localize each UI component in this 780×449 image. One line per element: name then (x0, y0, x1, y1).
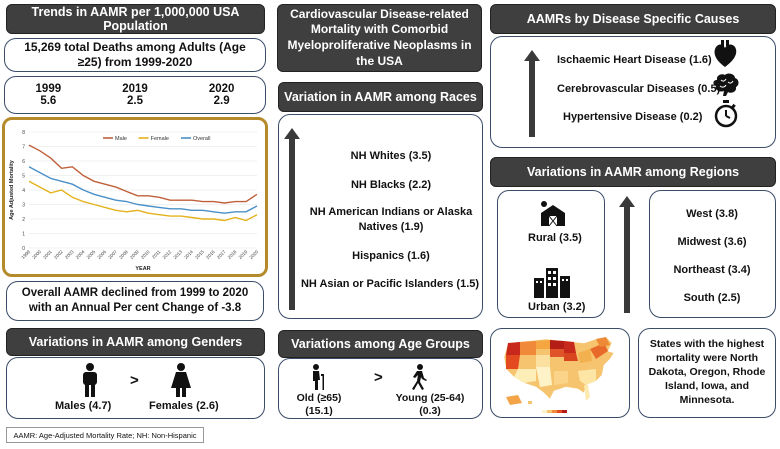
rural-label: Rural (3.5) (528, 232, 582, 244)
regions-list-box: West (3.8) Midwest (3.6) Northeast (3.4)… (649, 190, 776, 318)
race-item-4: Hispanics (1.6) (352, 250, 430, 262)
deaths-box: 15,269 total Deaths among Adults (Age ≥2… (4, 38, 266, 72)
regions-arrow (619, 196, 635, 313)
gender-gt: > (130, 372, 139, 389)
chart-legend-label: Female (151, 136, 169, 142)
chart-ytick-label: 4 (22, 188, 25, 194)
chart-xtick-label: 2010 (140, 249, 151, 260)
regions-title: Variations in AAMR among Regions (490, 157, 776, 187)
race-item-2: NH Blacks (2.2) (350, 179, 432, 191)
female-icon (171, 363, 191, 397)
chart-frame: 0 1 2 3 4 5 6 7 8 1999 2000 2001 2002 2003 2004 2005 200… (2, 117, 268, 277)
main-title: Cardiovascular Disease-related Mortality… (277, 4, 482, 72)
region-northeast: Northeast (3.4) (673, 264, 751, 276)
chart-legend-label: Male (115, 136, 127, 142)
year-2019: 2019 2.5 (122, 83, 148, 107)
heart-icon (714, 40, 737, 67)
chart-xtick-label: 2018 (227, 249, 238, 260)
urban-label: Urban (3.2) (528, 301, 586, 313)
year-2020: 2020 2.9 (208, 83, 235, 107)
chart-ytick-label: 0 (22, 246, 25, 252)
cause-item-2: Cerebrovascular Diseases (0.5) (557, 83, 721, 95)
elderly-person-icon (313, 364, 324, 390)
chart-xtick-label: 2011 (151, 249, 162, 260)
causes-arrow (524, 50, 540, 137)
chart-xtick-label: 2017 (216, 249, 227, 260)
chart-ytick-label: 2 (22, 217, 25, 223)
deaths-text: 15,269 total Deaths among Adults (Age ≥2… (24, 40, 246, 69)
race-item-3: NH American Indians or Alaska Natives (1… (309, 206, 473, 233)
map-box (490, 328, 630, 418)
male-icon (83, 363, 97, 397)
region-south: South (2.5) (683, 292, 741, 304)
chart-xtick-label: 2009 (129, 249, 140, 260)
chart-series-line-male (28, 144, 258, 204)
stopwatch-icon (714, 100, 738, 128)
chart-xtick-label: 2008 (118, 249, 129, 260)
chart-series-line-overall (28, 166, 258, 214)
chart-ytick-label: 7 (22, 145, 25, 151)
city-buildings-icon (534, 268, 570, 298)
chart-ytick-label: 6 (22, 159, 25, 165)
states-box: States with the highest mortality were N… (638, 328, 776, 418)
summary-text: Overall AAMR declined from 1999 to 2020 … (21, 287, 249, 314)
us-mortality-map (503, 336, 614, 413)
chart-series-line-female (28, 180, 258, 222)
farm-barn-icon (541, 201, 565, 227)
chart-xtick-label: 2015 (194, 249, 205, 260)
year-1999: 1999 5.6 (35, 83, 62, 107)
years-box: 1999 5.6 2019 2.5 2020 2.9 (4, 76, 266, 114)
chart-ytick-label: 8 (22, 130, 25, 136)
chart-ytick-label: 3 (22, 203, 25, 209)
chart-xtick-label: 2020 (248, 249, 259, 260)
cause-item-1: Ischaemic Heart Disease (1.6) (557, 54, 712, 66)
urban-rural-box: Rural (3.5) Urban (3.2) (497, 190, 605, 318)
chart-xtick-label: 1999 (20, 249, 31, 260)
causes-box: Ischaemic Heart Disease (1.6) Cerebrovas… (490, 36, 776, 148)
races-box: NH Whites (3.5) NH Blacks (2.2) NH Ameri… (278, 114, 483, 319)
chart-xtick-label: 2004 (75, 249, 86, 260)
states-text: States with the highest mortality were N… (648, 338, 766, 406)
female-label: Females (2.6) (149, 400, 219, 412)
summary-box: Overall AAMR declined from 1999 to 2020 … (6, 281, 264, 321)
race-item-5: NH Asian or Pacific Islanders (1.5) (300, 278, 480, 290)
age-title: Variations among Age Groups (278, 330, 483, 358)
chart-xtick-label: 2013 (172, 249, 183, 260)
chart-ytick-label: 5 (22, 174, 25, 180)
chart-ylabel: Age Adjusted Mortality (9, 159, 15, 220)
races-arrow (284, 128, 300, 310)
chart-xtick-label: 2002 (53, 249, 64, 260)
chart-xtick-label: 2019 (238, 249, 249, 260)
genders-title: Variations in AAMR among Genders (6, 328, 265, 356)
trends-title: Trends in AAMR per 1,000,000 USA Populat… (6, 4, 265, 34)
chart-xtick-label: 2001 (42, 249, 53, 260)
chart-xtick-label: 2000 (31, 249, 42, 260)
region-midwest: Midwest (3.6) (677, 236, 747, 248)
chart-ytick-label: 1 (22, 232, 25, 238)
footnote: AAMR: Age-Adjusted Mortality Rate; NH: N… (6, 427, 204, 443)
age-gt: > (374, 369, 383, 386)
chart-xtick-label: 2016 (205, 249, 216, 260)
chart-xtick-label: 2006 (96, 249, 107, 260)
chart-xtick-label: 2003 (64, 249, 75, 260)
chart-xtick-label: 2012 (162, 249, 173, 260)
age-box: > Old (≥65) (15.1) Young (25-64) (0.3) (278, 358, 483, 419)
chart-xtick-label: 2005 (86, 249, 97, 260)
genders-box: > Males (4.7) Females (2.6) (6, 357, 265, 419)
chart-legend-label: Overall (193, 136, 210, 142)
chart-xlabel: YEAR (135, 266, 150, 272)
cause-item-3: Hypertensive Disease (0.2) (563, 111, 703, 123)
walking-person-icon (412, 364, 427, 390)
races-title: Variation in AAMR among Races (278, 82, 483, 112)
young-label: Young (25-64) (0.3) (395, 392, 465, 417)
chart-xtick-label: 2007 (107, 249, 118, 260)
brain-icon (713, 73, 739, 96)
male-label: Males (4.7) (55, 400, 112, 412)
chart-xtick-label: 2014 (183, 249, 194, 260)
region-west: West (3.8) (686, 208, 738, 220)
old-label: Old (≥65) (15.1) (296, 392, 342, 417)
race-item-1: NH Whites (3.5) (350, 150, 432, 162)
causes-title: AAMRs by Disease Specific Causes (490, 4, 776, 34)
